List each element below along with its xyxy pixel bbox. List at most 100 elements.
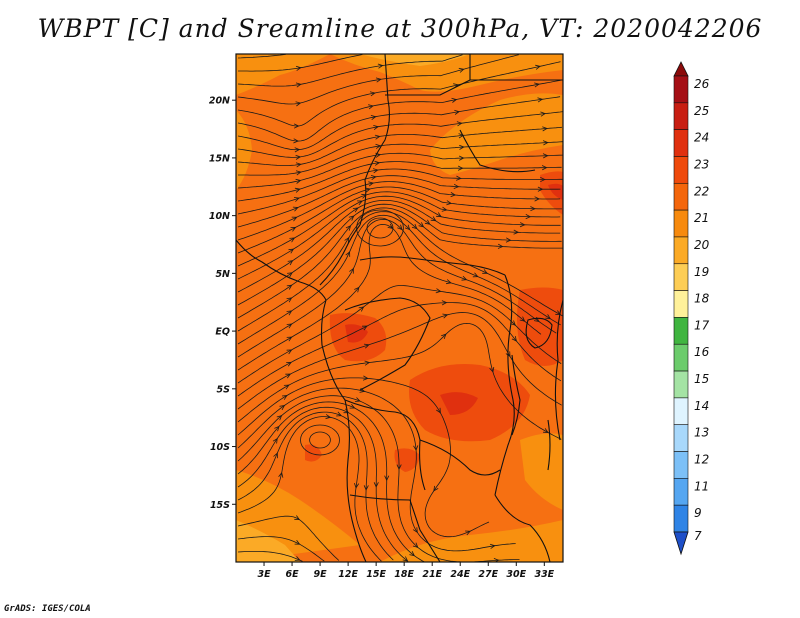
streamline-arrow — [289, 237, 296, 243]
streamline-arrow — [283, 384, 290, 390]
lat-tick-label-3: 5N — [215, 269, 230, 280]
streamline-arrow — [534, 82, 540, 88]
streamline-arrow — [286, 297, 293, 303]
streamline-arrow — [348, 215, 355, 221]
streamline-23 — [237, 218, 557, 358]
streamline-arrow — [542, 126, 548, 132]
longitude-axis: 3E 6E 9E 12E 15E 18E 21E 24E 27E 30E 33E — [257, 562, 555, 580]
colorbar-label-6: 20 — [694, 238, 710, 252]
wbpt-hot-spot-central — [440, 392, 478, 415]
streamline-arrow — [349, 267, 354, 274]
streamline-30 — [237, 387, 516, 552]
colorbar-label-4: 22 — [694, 184, 709, 198]
streamline-13 — [237, 175, 561, 228]
lon-tick-label-3: 12E — [338, 569, 358, 580]
streamline-0 — [237, 54, 286, 59]
colorbar-label-15: 11 — [694, 479, 709, 493]
streamline-arrow — [336, 411, 343, 417]
lat-tick-label-5: 5S — [217, 384, 231, 395]
streamline-arrow — [295, 65, 302, 71]
streamline-arrow — [345, 251, 351, 257]
streamline-arrow — [436, 407, 441, 414]
streamline-arrow — [445, 279, 452, 285]
streamline-8 — [237, 126, 562, 166]
colorbar-segment-0 — [673, 75, 689, 104]
streamline-arrow — [325, 414, 332, 420]
lat-tick-label-4: EQ — [215, 327, 230, 338]
streamline-arrow — [397, 224, 403, 231]
wbpt-band-22-northeast — [430, 93, 563, 175]
streamline-arrow — [535, 64, 541, 70]
streamline-arrow — [344, 236, 350, 243]
streamline-arrow — [290, 226, 297, 232]
streamline-arrow — [412, 527, 418, 534]
wbpt-band-22-north — [330, 54, 563, 92]
streamline-arrow — [456, 121, 463, 127]
colorbar-segment-1 — [673, 102, 689, 130]
streamline-arrow — [377, 63, 384, 69]
streamline-arrow — [358, 306, 365, 312]
streamline-arrow — [441, 300, 448, 306]
streamline-arrow — [436, 212, 442, 218]
streamline-arrow — [372, 168, 379, 174]
vortex-ring-0 — [366, 217, 394, 239]
map-frame — [235, 53, 564, 563]
streamline-arrow — [375, 77, 382, 83]
border-mozambique — [494, 494, 551, 562]
streamline-12 — [237, 168, 563, 215]
lake-victoria — [525, 317, 553, 349]
colorbar-segment-8 — [673, 290, 689, 318]
streamline-4 — [237, 61, 561, 127]
streamline-arrow — [525, 214, 532, 220]
streamline-33 — [237, 406, 408, 562]
wbpt-band-22-northwest — [236, 54, 330, 95]
colorbar-segment-13 — [673, 424, 689, 452]
streamline-arrow — [458, 155, 465, 161]
streamline-arrow — [294, 147, 301, 153]
colorbar-segment-12 — [673, 397, 689, 426]
streamline-17 — [237, 195, 561, 280]
lat-tick-label-6: 10S — [210, 442, 230, 453]
streamline-arrow — [295, 154, 302, 160]
vortex-ring-2 — [309, 431, 331, 449]
streamline-arrow — [542, 140, 549, 146]
streamline-arrow — [489, 543, 496, 549]
streamline-arrow — [293, 123, 300, 129]
lat-tick-label-7: 15S — [210, 500, 230, 511]
streamline-arrow — [396, 464, 402, 471]
lon-tick-label-9: 30E — [506, 569, 526, 580]
vortex-ring-3 — [300, 424, 340, 456]
streamline-arrow — [545, 314, 552, 320]
streamline-32 — [237, 401, 425, 562]
border-sudan-south — [459, 129, 536, 173]
streamline-arrow — [412, 542, 419, 549]
streamline-arrow — [370, 115, 377, 121]
streamline-arrow — [435, 288, 442, 294]
streamline-arrow — [279, 404, 286, 411]
streamline-arrow — [534, 196, 541, 202]
streamline-arrow — [497, 243, 504, 249]
streamline-arrow — [511, 336, 517, 342]
streamline-arrow — [404, 224, 411, 231]
colorbar-segment-4 — [673, 182, 689, 211]
streamline-arrow — [519, 316, 526, 322]
streamline-arrow — [354, 397, 361, 402]
chart-title: WBPT [C] and Sreamline at 300hPa, VT: 20… — [37, 14, 763, 43]
streamline-arrow — [442, 313, 449, 319]
streamline-arrow — [354, 286, 360, 293]
colorbar: 26 25 24 23 22 21 20 19 18 17 16 15 14 13 12 11 9 7 — [673, 61, 710, 556]
streamline-arrow — [273, 452, 278, 459]
lon-tick-label-2: 9E — [314, 569, 328, 580]
streamline-arrow — [286, 361, 293, 367]
streamline-arrow — [281, 395, 288, 400]
streamline-arrow — [482, 269, 489, 274]
colorbar-label-8: 18 — [694, 292, 710, 306]
border-zambia — [419, 439, 501, 476]
streamline-31 — [237, 395, 520, 562]
streamline-arrow — [510, 320, 516, 326]
colorbar-label-13: 13 — [694, 426, 709, 440]
streamline-arrow — [489, 366, 495, 373]
streamline-arrow — [286, 336, 293, 342]
streamline-arrow — [505, 351, 511, 358]
streamline-arrow — [456, 175, 462, 181]
